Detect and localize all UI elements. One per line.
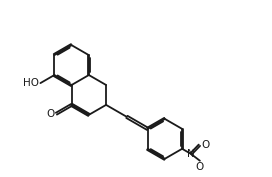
Text: O: O — [196, 162, 204, 173]
Text: N: N — [187, 149, 195, 159]
Text: HO: HO — [23, 78, 39, 88]
Text: O: O — [46, 109, 54, 119]
Text: O: O — [201, 140, 209, 150]
